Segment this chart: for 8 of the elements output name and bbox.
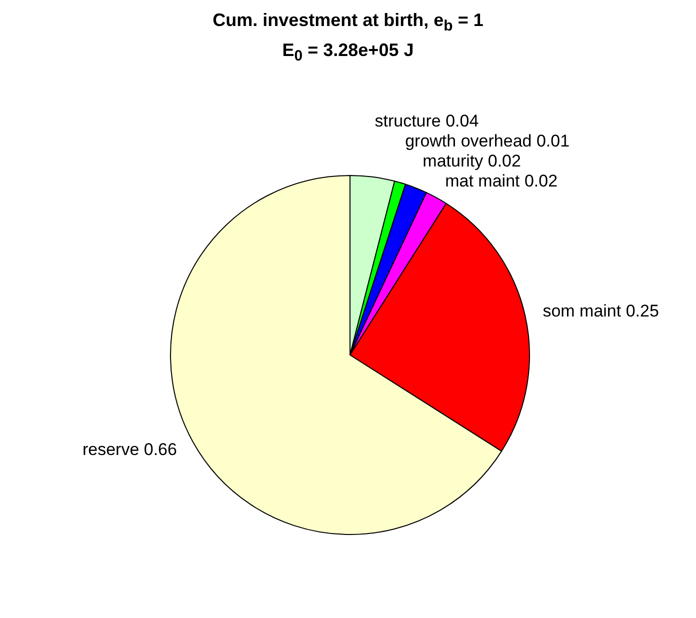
slice-label: som maint 0.25 <box>542 302 659 321</box>
slice-label: structure 0.04 <box>374 112 479 131</box>
chart-title: Cum. investment at birth, e$_{b}$ = 1 <box>212 9 484 37</box>
slice-label: reserve 0.66 <box>82 440 177 459</box>
slice-label: growth overhead 0.01 <box>405 132 570 151</box>
slice-label: mat maint 0.02 <box>445 172 558 191</box>
slice-label: maturity 0.02 <box>422 152 521 171</box>
chart-subtitle: E$_{0}$ = 3.28e+05 J <box>281 40 415 67</box>
